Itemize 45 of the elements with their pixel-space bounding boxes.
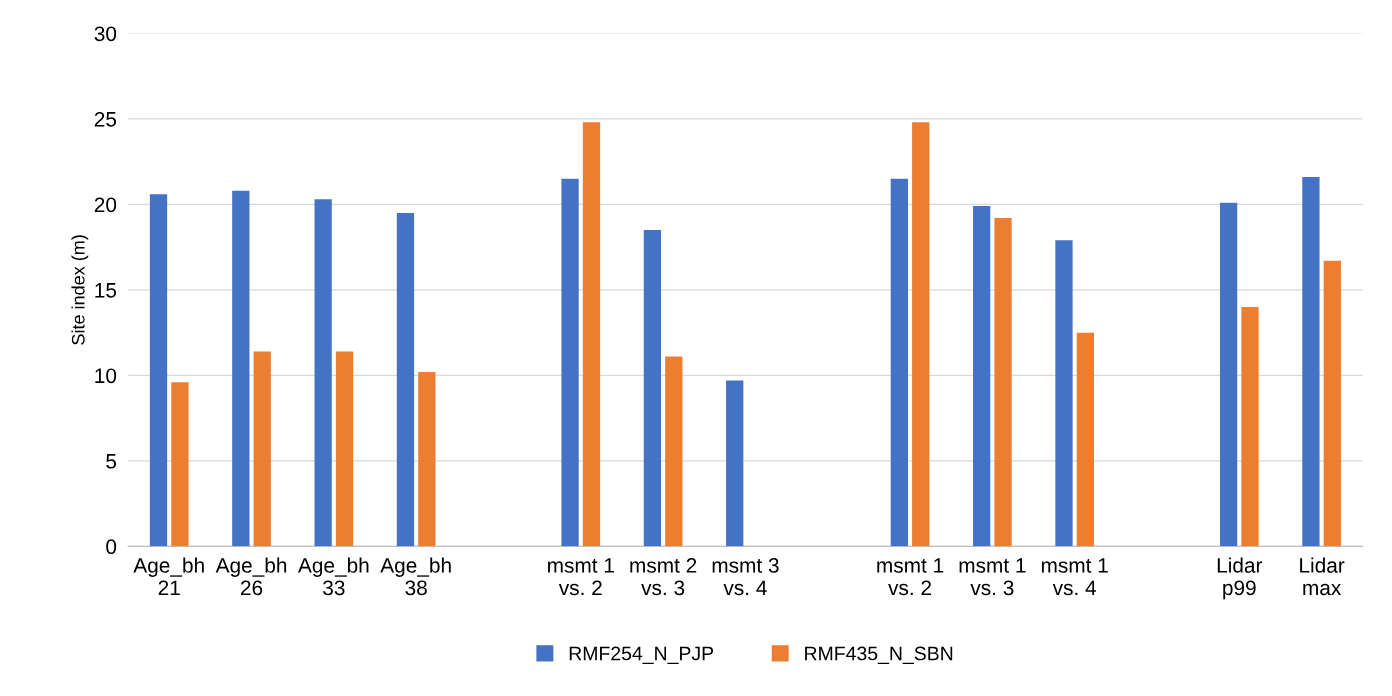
y-axis-title: Site index (m) (71, 235, 89, 345)
bar (232, 190, 250, 547)
x-tick-label: Age_bh 26 (215, 557, 287, 596)
bar (890, 178, 908, 547)
bar (582, 122, 601, 547)
bar (171, 382, 189, 547)
bar (396, 212, 415, 547)
bar (973, 206, 991, 547)
y-tick-label: 25 (94, 111, 117, 127)
x-tick-label: Lidar max (1300, 557, 1345, 596)
legend-label: RMF254_N_PJP (569, 646, 714, 664)
y-tick-label: 30 (94, 26, 117, 42)
x-tick-label: Age_bh 33 (297, 557, 369, 596)
x-tick-label: Lidar p99 (1217, 557, 1263, 600)
bar (726, 380, 744, 547)
bar (994, 218, 1012, 547)
bar (643, 230, 662, 547)
x-tick-label: Age_bh 38 (380, 557, 451, 596)
y-tick-label: 10 (95, 368, 117, 384)
x-tick-label: msmt 2 vs. 3 (630, 558, 697, 596)
x-tick-label: msmt 1 vs. 3 (959, 558, 1026, 596)
x-tick-label: msmt 3 vs. 4 (712, 558, 779, 596)
y-tick-label: 20 (94, 197, 117, 213)
bar (253, 351, 271, 547)
x-tick-label: msmt 1 vs. 2 (877, 558, 944, 596)
bar (335, 351, 354, 547)
bar (314, 199, 332, 547)
bar (1055, 240, 1073, 547)
bar (149, 194, 168, 547)
legend-label: RMF435_N_SBN (805, 646, 953, 664)
bar (1241, 306, 1259, 547)
bar (1219, 202, 1238, 547)
bar (665, 356, 683, 547)
y-tick-label: 15 (95, 283, 117, 298)
bar (912, 122, 930, 547)
bar (1302, 177, 1320, 547)
bar (418, 371, 436, 547)
y-tick-label: 5 (106, 454, 117, 469)
bar (1323, 260, 1341, 547)
bar (561, 178, 579, 547)
x-tick-label: Age_bh 21 (133, 557, 204, 596)
bar (1076, 332, 1095, 547)
y-tick-label: 0 (106, 539, 117, 555)
x-tick-label: msmt 1 vs. 2 (548, 558, 614, 596)
x-tick-label: msmt 1 vs. 4 (1041, 558, 1108, 596)
